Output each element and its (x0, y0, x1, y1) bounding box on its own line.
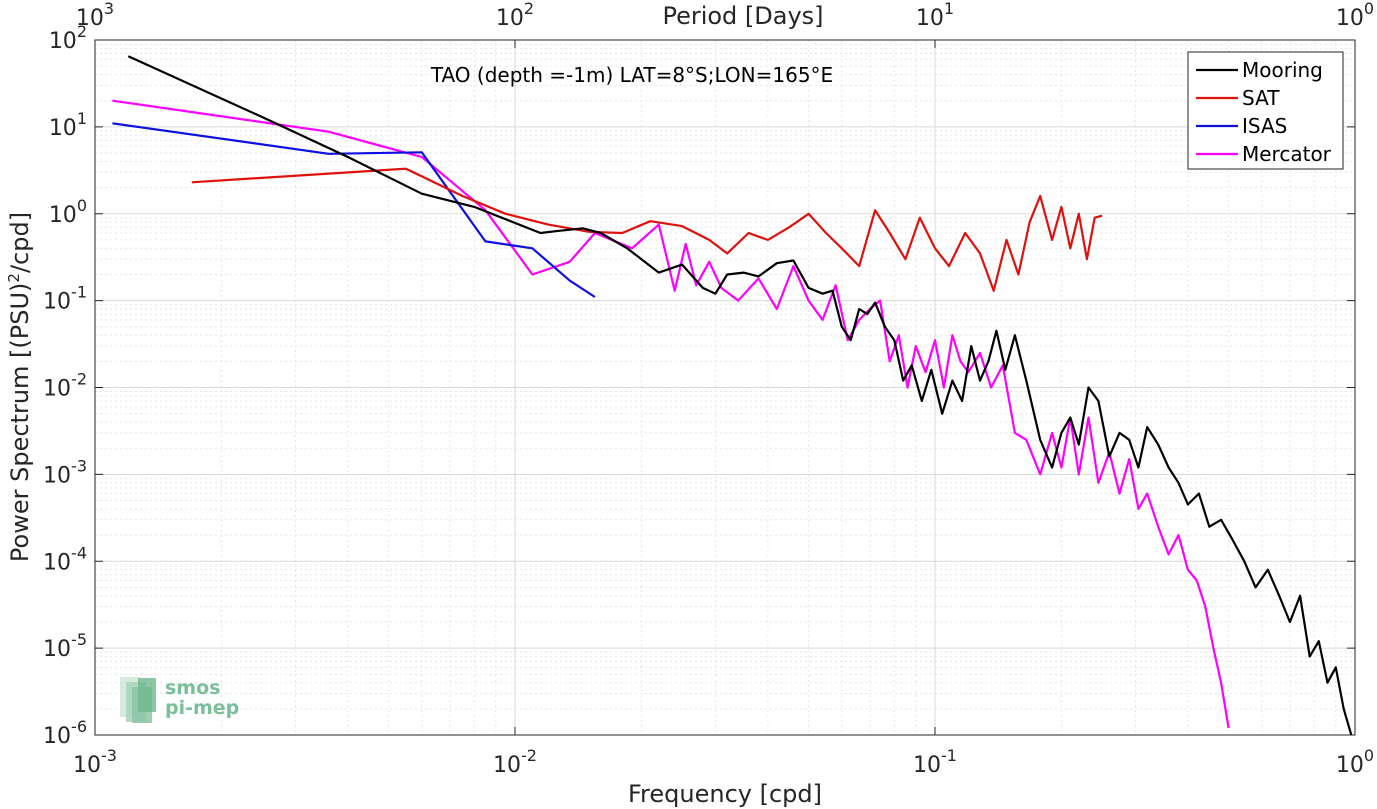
tick-marks (94, 39, 1356, 736)
y-tick-label: 10-4 (43, 543, 87, 575)
y-tick-label: 100 (49, 196, 87, 228)
y-tick-label: 10-5 (43, 630, 87, 662)
y-tick-label: 102 (49, 22, 87, 54)
chart-title: TAO (depth =-1m) LAT=8°S;LON=165°E (430, 63, 833, 87)
y-tick-label: 101 (49, 109, 87, 141)
major-grid (94, 39, 1356, 736)
legend: Mooring SAT ISAS Mercator (1187, 51, 1344, 170)
series-line-sat (191, 167, 1103, 292)
top-tick-label: 100 (1336, 0, 1374, 31)
x-tick-label: 10-1 (913, 746, 957, 778)
legend-label-isas: ISAS (1242, 114, 1287, 138)
top-tick-label: 101 (916, 0, 954, 31)
top-tick-label: 102 (496, 0, 534, 31)
legend-label-mooring: Mooring (1242, 58, 1323, 82)
y-tick-label: 10-2 (43, 370, 87, 402)
x-tick-label: 100 (1336, 746, 1374, 778)
legend-label-mercator: Mercator (1242, 142, 1332, 166)
top-axis-label: Period [Days] (662, 2, 823, 30)
logo-line-2: pi-mep (165, 697, 239, 719)
x-tick-label: 10-3 (73, 746, 117, 778)
series-layer (112, 55, 1353, 736)
y-axis-label: Power Spectrum [(PSU)2/cpd] (5, 212, 34, 562)
y-tick-label: 10-6 (43, 717, 87, 749)
series-line-isas (112, 122, 596, 298)
logo-line-1: smos (165, 677, 220, 699)
series-line-mercator (112, 99, 1230, 729)
minor-grid (95, 40, 1355, 735)
legend-label-sat: SAT (1242, 86, 1280, 110)
y-tick-label: 10-3 (43, 456, 87, 488)
y-tick-label: 10-1 (43, 283, 87, 315)
top-tick-label: 103 (76, 0, 114, 31)
series-line-mooring (127, 55, 1353, 736)
smos-pi-mep-logo: smos pi-mep (120, 677, 239, 723)
x-axis-label: Frequency [cpd] (628, 780, 822, 808)
x-tick-label: 10-2 (493, 746, 537, 778)
legend-box (1187, 51, 1344, 170)
